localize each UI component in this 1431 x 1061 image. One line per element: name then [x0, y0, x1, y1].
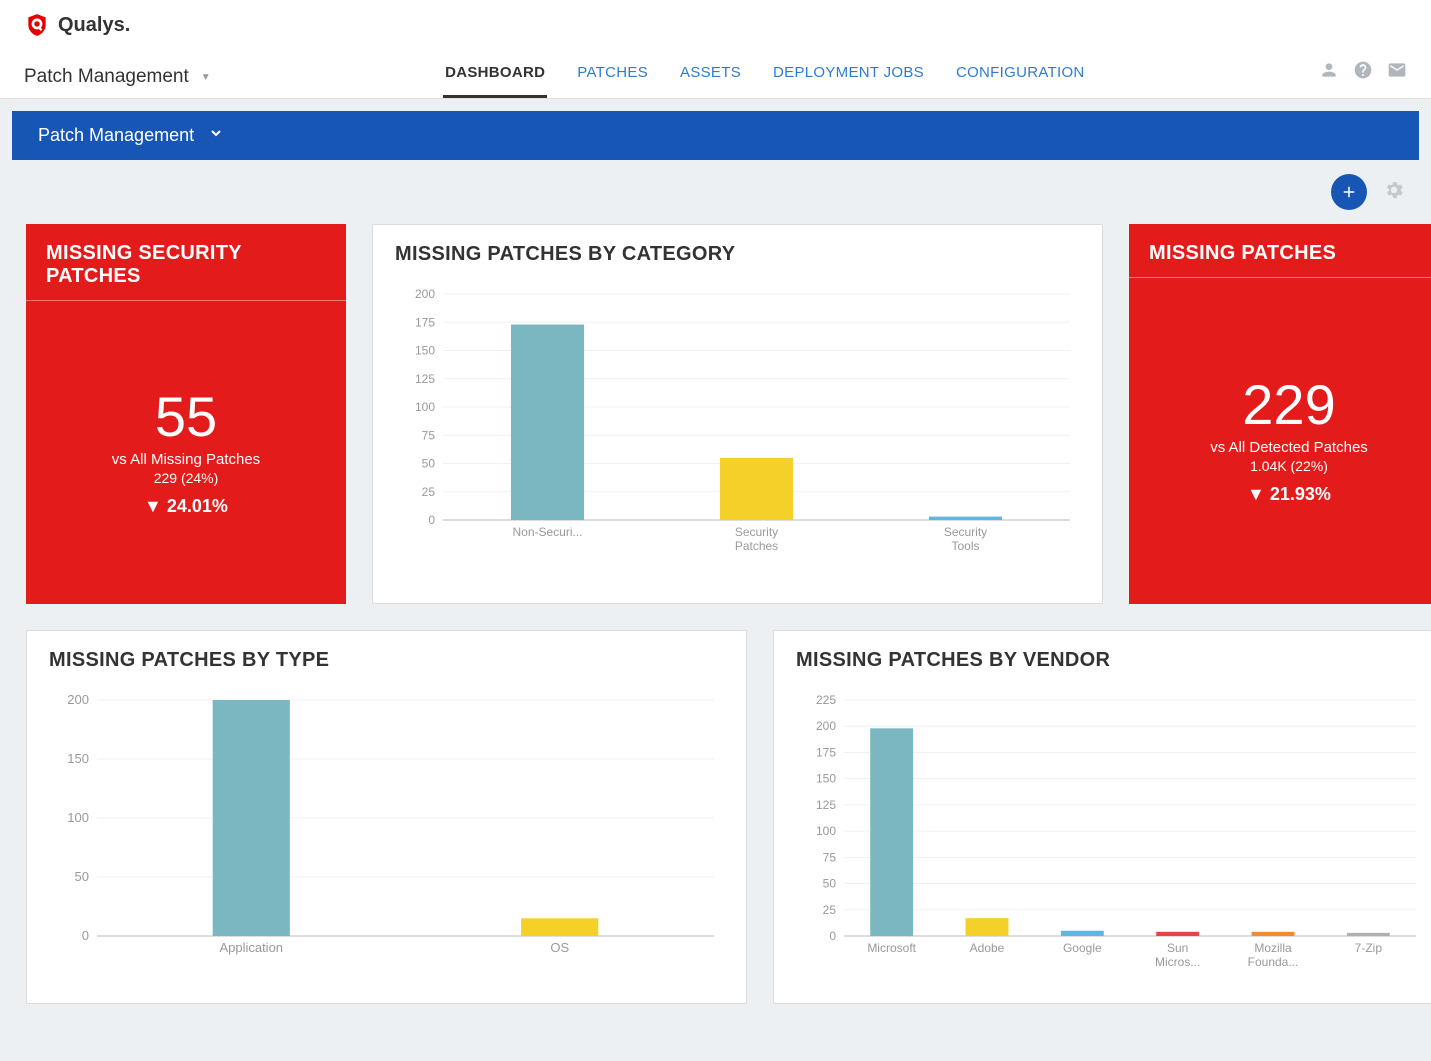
- svg-text:Google: Google: [1063, 941, 1102, 955]
- card-missing-by-category[interactable]: MISSING PATCHES BY CATEGORY 0 25 50 75 100 12…: [372, 224, 1103, 604]
- user-icon[interactable]: [1319, 60, 1339, 85]
- chart-body: 0 25 50 75 100 125 150 175 200 225 Microsoft Adobe G…: [774, 682, 1431, 1003]
- svg-text:Security: Security: [944, 525, 987, 539]
- chart-body: 0 25 50 75 100 125 150 175 200 Non-Securi... Secur…: [373, 276, 1102, 587]
- nav-tabs: DASHBOARD PATCHES ASSETS DEPLOYMENT JOBS CON…: [443, 56, 1087, 98]
- help-icon[interactable]: [1353, 60, 1373, 85]
- brand-row: Qualys.: [24, 12, 1407, 38]
- brand-name: Qualys.: [58, 14, 130, 37]
- chart-body: 0 50 100 150 200 Application OS: [27, 682, 746, 1003]
- svg-text:Founda...: Founda...: [1248, 955, 1299, 969]
- svg-text:Tools: Tools: [951, 539, 979, 553]
- add-button[interactable]: [1331, 174, 1367, 210]
- mail-icon[interactable]: [1387, 60, 1407, 85]
- tab-patches[interactable]: PATCHES: [575, 56, 650, 98]
- header-actions: [1319, 60, 1407, 95]
- chevron-down-icon: ▼: [201, 72, 211, 83]
- svg-text:150: 150: [415, 344, 435, 358]
- brand-logo-icon: [24, 12, 50, 38]
- action-bar: [0, 160, 1431, 224]
- svg-text:125: 125: [415, 372, 435, 386]
- module-name: Patch Management: [24, 66, 189, 88]
- svg-text:25: 25: [422, 485, 436, 499]
- sub-header[interactable]: Patch Management: [12, 111, 1419, 160]
- svg-text:200: 200: [67, 692, 89, 707]
- card-body: 229 vs All Detected Patches 1.04K (22%) …: [1129, 278, 1431, 604]
- stat-trend: ▼ 21.93%: [1247, 484, 1331, 505]
- module-selector[interactable]: Patch Management ▼: [24, 66, 211, 88]
- svg-text:0: 0: [829, 929, 836, 943]
- svg-text:50: 50: [422, 457, 436, 471]
- svg-text:200: 200: [415, 287, 435, 301]
- svg-text:50: 50: [823, 877, 837, 891]
- card-title: MISSING SECURITY PATCHES: [26, 224, 346, 301]
- svg-text:Sun: Sun: [1167, 941, 1188, 955]
- svg-text:75: 75: [823, 850, 837, 864]
- svg-text:225: 225: [816, 693, 836, 707]
- svg-text:Application: Application: [219, 940, 283, 955]
- card-missing-patches[interactable]: MISSING PATCHES 229 vs All Detected Patc…: [1129, 224, 1431, 604]
- svg-text:200: 200: [816, 719, 836, 733]
- svg-text:75: 75: [422, 428, 436, 442]
- card-title: MISSING PATCHES BY TYPE: [27, 631, 746, 682]
- svg-text:150: 150: [816, 772, 836, 786]
- card-title: MISSING PATCHES BY VENDOR: [774, 631, 1431, 682]
- stat-value: 55: [155, 389, 217, 445]
- svg-text:0: 0: [82, 928, 89, 943]
- svg-text:175: 175: [415, 315, 435, 329]
- tab-configuration[interactable]: CONFIGURATION: [954, 56, 1087, 98]
- svg-text:7-Zip: 7-Zip: [1355, 941, 1383, 955]
- tab-dashboard[interactable]: DASHBOARD: [443, 56, 547, 98]
- svg-text:Mozilla: Mozilla: [1254, 941, 1292, 955]
- svg-text:100: 100: [816, 824, 836, 838]
- stat-sub1: vs All Missing Patches: [112, 451, 260, 468]
- svg-text:Security: Security: [735, 525, 778, 539]
- svg-text:Adobe: Adobe: [970, 941, 1005, 955]
- svg-text:150: 150: [67, 751, 89, 766]
- svg-text:50: 50: [75, 869, 89, 884]
- chevron-down-icon: [208, 125, 224, 146]
- card-body: 55 vs All Missing Patches 229 (24%) ▼ 24…: [26, 301, 346, 604]
- dashboard: MISSING SECURITY PATCHES 55 vs All Missi…: [0, 224, 1431, 1024]
- stat-sub2: 229 (24%): [154, 470, 219, 486]
- tab-assets[interactable]: ASSETS: [678, 56, 743, 98]
- stat-sub1: vs All Detected Patches: [1210, 439, 1368, 456]
- app-header: Qualys. Patch Management ▼ DASHBOARD PATC…: [0, 0, 1431, 99]
- settings-button[interactable]: [1383, 179, 1405, 206]
- sub-header-title: Patch Management: [38, 125, 194, 146]
- svg-text:100: 100: [415, 400, 435, 414]
- svg-text:25: 25: [823, 903, 837, 917]
- card-title: MISSING PATCHES: [1129, 224, 1431, 278]
- card-title: MISSING PATCHES BY CATEGORY: [373, 225, 1102, 276]
- svg-text:175: 175: [816, 745, 836, 759]
- card-missing-by-type[interactable]: MISSING PATCHES BY TYPE 0 50 100 150 200 Appl…: [26, 630, 747, 1004]
- card-missing-security-patches[interactable]: MISSING SECURITY PATCHES 55 vs All Missi…: [26, 224, 346, 604]
- stat-trend: ▼ 24.01%: [144, 496, 228, 517]
- svg-text:125: 125: [816, 798, 836, 812]
- svg-text:Microsoft: Microsoft: [867, 941, 916, 955]
- svg-text:Non-Securi...: Non-Securi...: [512, 525, 582, 539]
- svg-text:Patches: Patches: [735, 539, 778, 553]
- svg-text:0: 0: [428, 513, 435, 527]
- svg-text:Micros...: Micros...: [1155, 955, 1200, 969]
- svg-text:100: 100: [67, 810, 89, 825]
- stat-sub2: 1.04K (22%): [1250, 458, 1328, 474]
- stat-value: 229: [1242, 377, 1335, 433]
- card-missing-by-vendor[interactable]: MISSING PATCHES BY VENDOR 0 25 50 75 100 125 1…: [773, 630, 1431, 1004]
- nav-row: Patch Management ▼ DASHBOARD PATCHES ASSET…: [24, 56, 1407, 98]
- svg-text:OS: OS: [550, 940, 569, 955]
- tab-deployment-jobs[interactable]: DEPLOYMENT JOBS: [771, 56, 926, 98]
